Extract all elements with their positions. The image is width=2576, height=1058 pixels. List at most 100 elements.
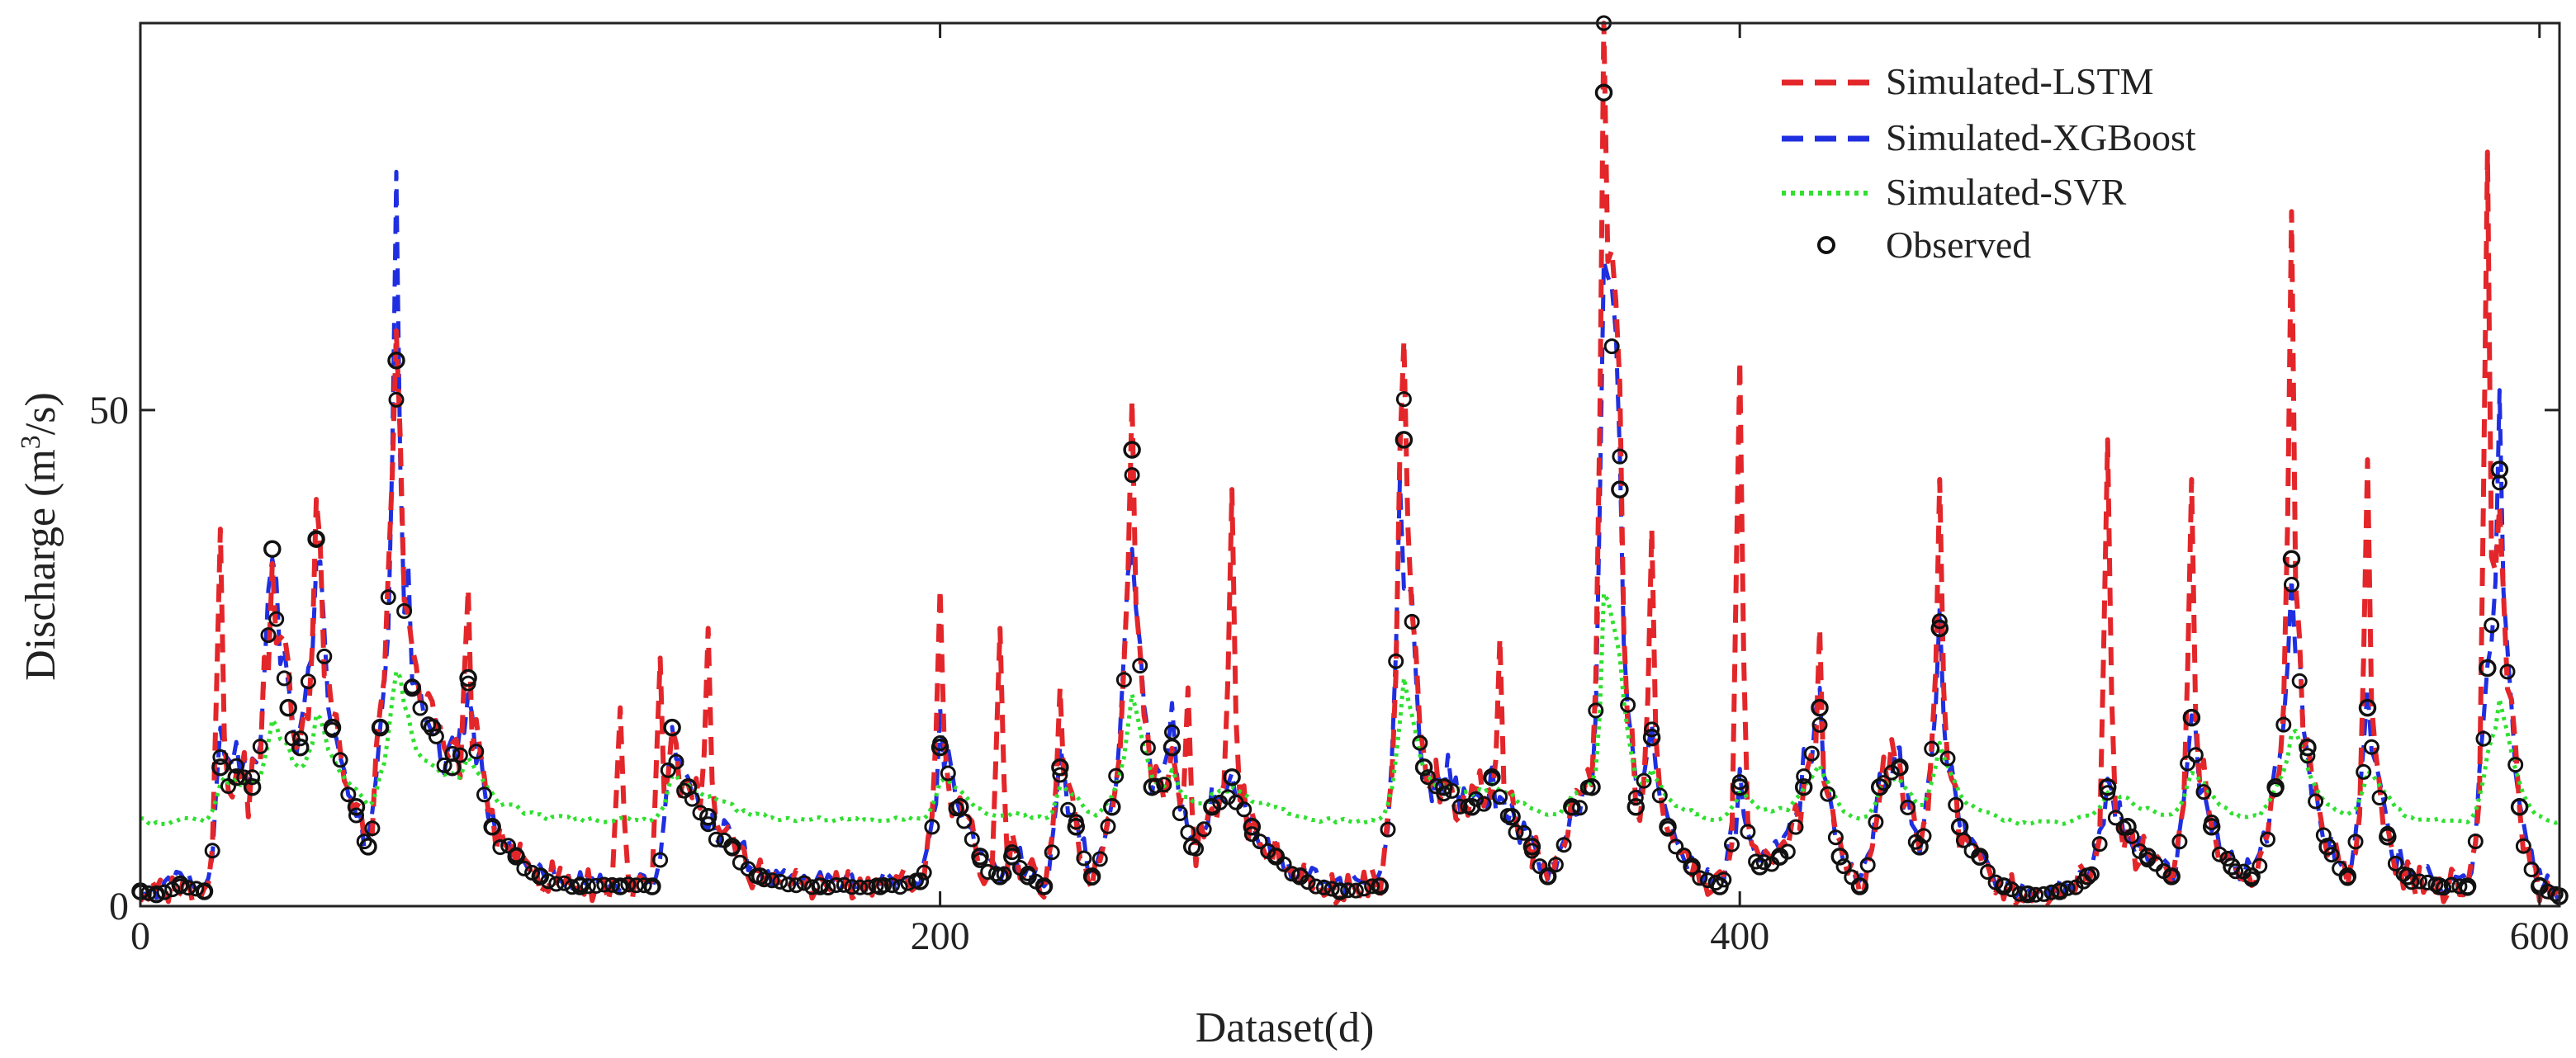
observed-point	[340, 786, 357, 803]
observed-point	[436, 757, 452, 773]
observed-point	[556, 875, 572, 891]
observed-point	[2182, 708, 2201, 727]
observed-point	[1156, 777, 1172, 793]
observed-point	[1132, 658, 1148, 674]
observed-point	[852, 879, 869, 895]
observed-point	[276, 670, 292, 687]
observed-point	[1900, 799, 1916, 815]
observed-point	[2228, 863, 2244, 880]
observed-point	[708, 831, 724, 848]
observed-point	[1724, 836, 1740, 853]
observed-point	[1067, 818, 1086, 836]
observed-point	[1060, 801, 1077, 818]
observed-point	[2171, 834, 2188, 850]
observed-point	[951, 798, 969, 816]
y-axis-label-tail: /s)	[17, 392, 64, 435]
observed-point	[1108, 768, 1125, 784]
observed-point	[1388, 653, 1404, 669]
observed-point	[2347, 834, 2364, 850]
observed-point	[588, 877, 604, 894]
observed-point	[723, 838, 741, 856]
observed-point	[2547, 886, 2564, 902]
observed-point	[1651, 787, 1668, 804]
observed-point	[636, 877, 652, 894]
observed-point	[1091, 851, 1108, 867]
observed-point	[820, 880, 836, 895]
observed-point	[2187, 747, 2204, 763]
observed-point	[1462, 798, 1481, 816]
observed-point	[2291, 673, 2308, 689]
observed-point	[1538, 867, 1557, 886]
observed-point	[2490, 461, 2509, 479]
observed-point	[660, 762, 676, 778]
observed-point	[1163, 738, 1181, 757]
observed-point	[1850, 877, 1869, 895]
observed-point	[1143, 777, 1162, 796]
observed-point	[679, 777, 698, 796]
observed-point	[2484, 617, 2500, 634]
observed-point	[1115, 672, 1132, 688]
observed-point	[1588, 702, 1604, 719]
observed-point	[1748, 853, 1764, 870]
observed-point	[1019, 867, 1037, 886]
observed-point	[1316, 879, 1332, 895]
observed-point	[244, 769, 261, 786]
observed-point	[987, 866, 1004, 882]
observed-point	[396, 602, 413, 619]
observed-point	[1659, 818, 1677, 836]
observed-point	[516, 860, 533, 876]
observed-point	[364, 820, 381, 837]
observed-point	[388, 391, 405, 408]
observed-point	[663, 718, 681, 737]
observed-point	[571, 877, 590, 895]
observed-point	[2083, 866, 2100, 882]
observed-point	[1594, 83, 1613, 102]
observed-point	[1995, 877, 2013, 895]
observed-point	[991, 867, 1009, 886]
observed-point	[1364, 878, 1380, 895]
observed-point	[188, 881, 205, 897]
observed-point	[380, 589, 396, 606]
observed-point	[2515, 838, 2531, 854]
observed-point	[1788, 819, 1804, 835]
observed-point	[1620, 697, 1636, 713]
observed-point	[1182, 838, 1201, 856]
observed-point	[924, 819, 940, 835]
observed-point	[844, 879, 860, 895]
observed-point	[2395, 866, 2412, 882]
observed-point	[500, 838, 517, 854]
observed-point	[476, 786, 492, 803]
observed-point	[1522, 838, 1541, 856]
observed-point	[1939, 750, 1956, 767]
observed-point	[971, 848, 989, 866]
observed-point	[492, 839, 509, 855]
observed-point	[620, 876, 637, 893]
observed-point	[212, 749, 229, 765]
observed-point	[916, 864, 932, 881]
observed-point	[2266, 777, 2285, 796]
observed-point	[643, 877, 661, 895]
observed-point	[676, 782, 693, 799]
observed-point	[1076, 850, 1092, 867]
observed-point	[596, 876, 613, 893]
observed-point	[1324, 881, 1340, 897]
observed-point	[836, 876, 852, 893]
observed-point	[2443, 876, 2460, 893]
observed-point	[772, 873, 788, 890]
observed-point	[1683, 857, 1701, 876]
observed-point	[2138, 848, 2157, 866]
axes-layer: 0 200 400 600 0 50	[89, 21, 2569, 958]
observed-point	[1811, 716, 1828, 733]
observed-point	[1911, 838, 1929, 856]
observed-point	[2308, 793, 2324, 810]
observed-point	[2211, 846, 2228, 862]
observed-point	[1172, 805, 1188, 821]
observed-point	[1419, 769, 1436, 786]
observed-point	[780, 876, 797, 893]
observed-point	[1612, 448, 1628, 465]
observed-point	[2043, 884, 2060, 900]
observed-point	[1827, 829, 1844, 846]
observed-point	[900, 875, 916, 891]
observed-point	[423, 718, 442, 737]
